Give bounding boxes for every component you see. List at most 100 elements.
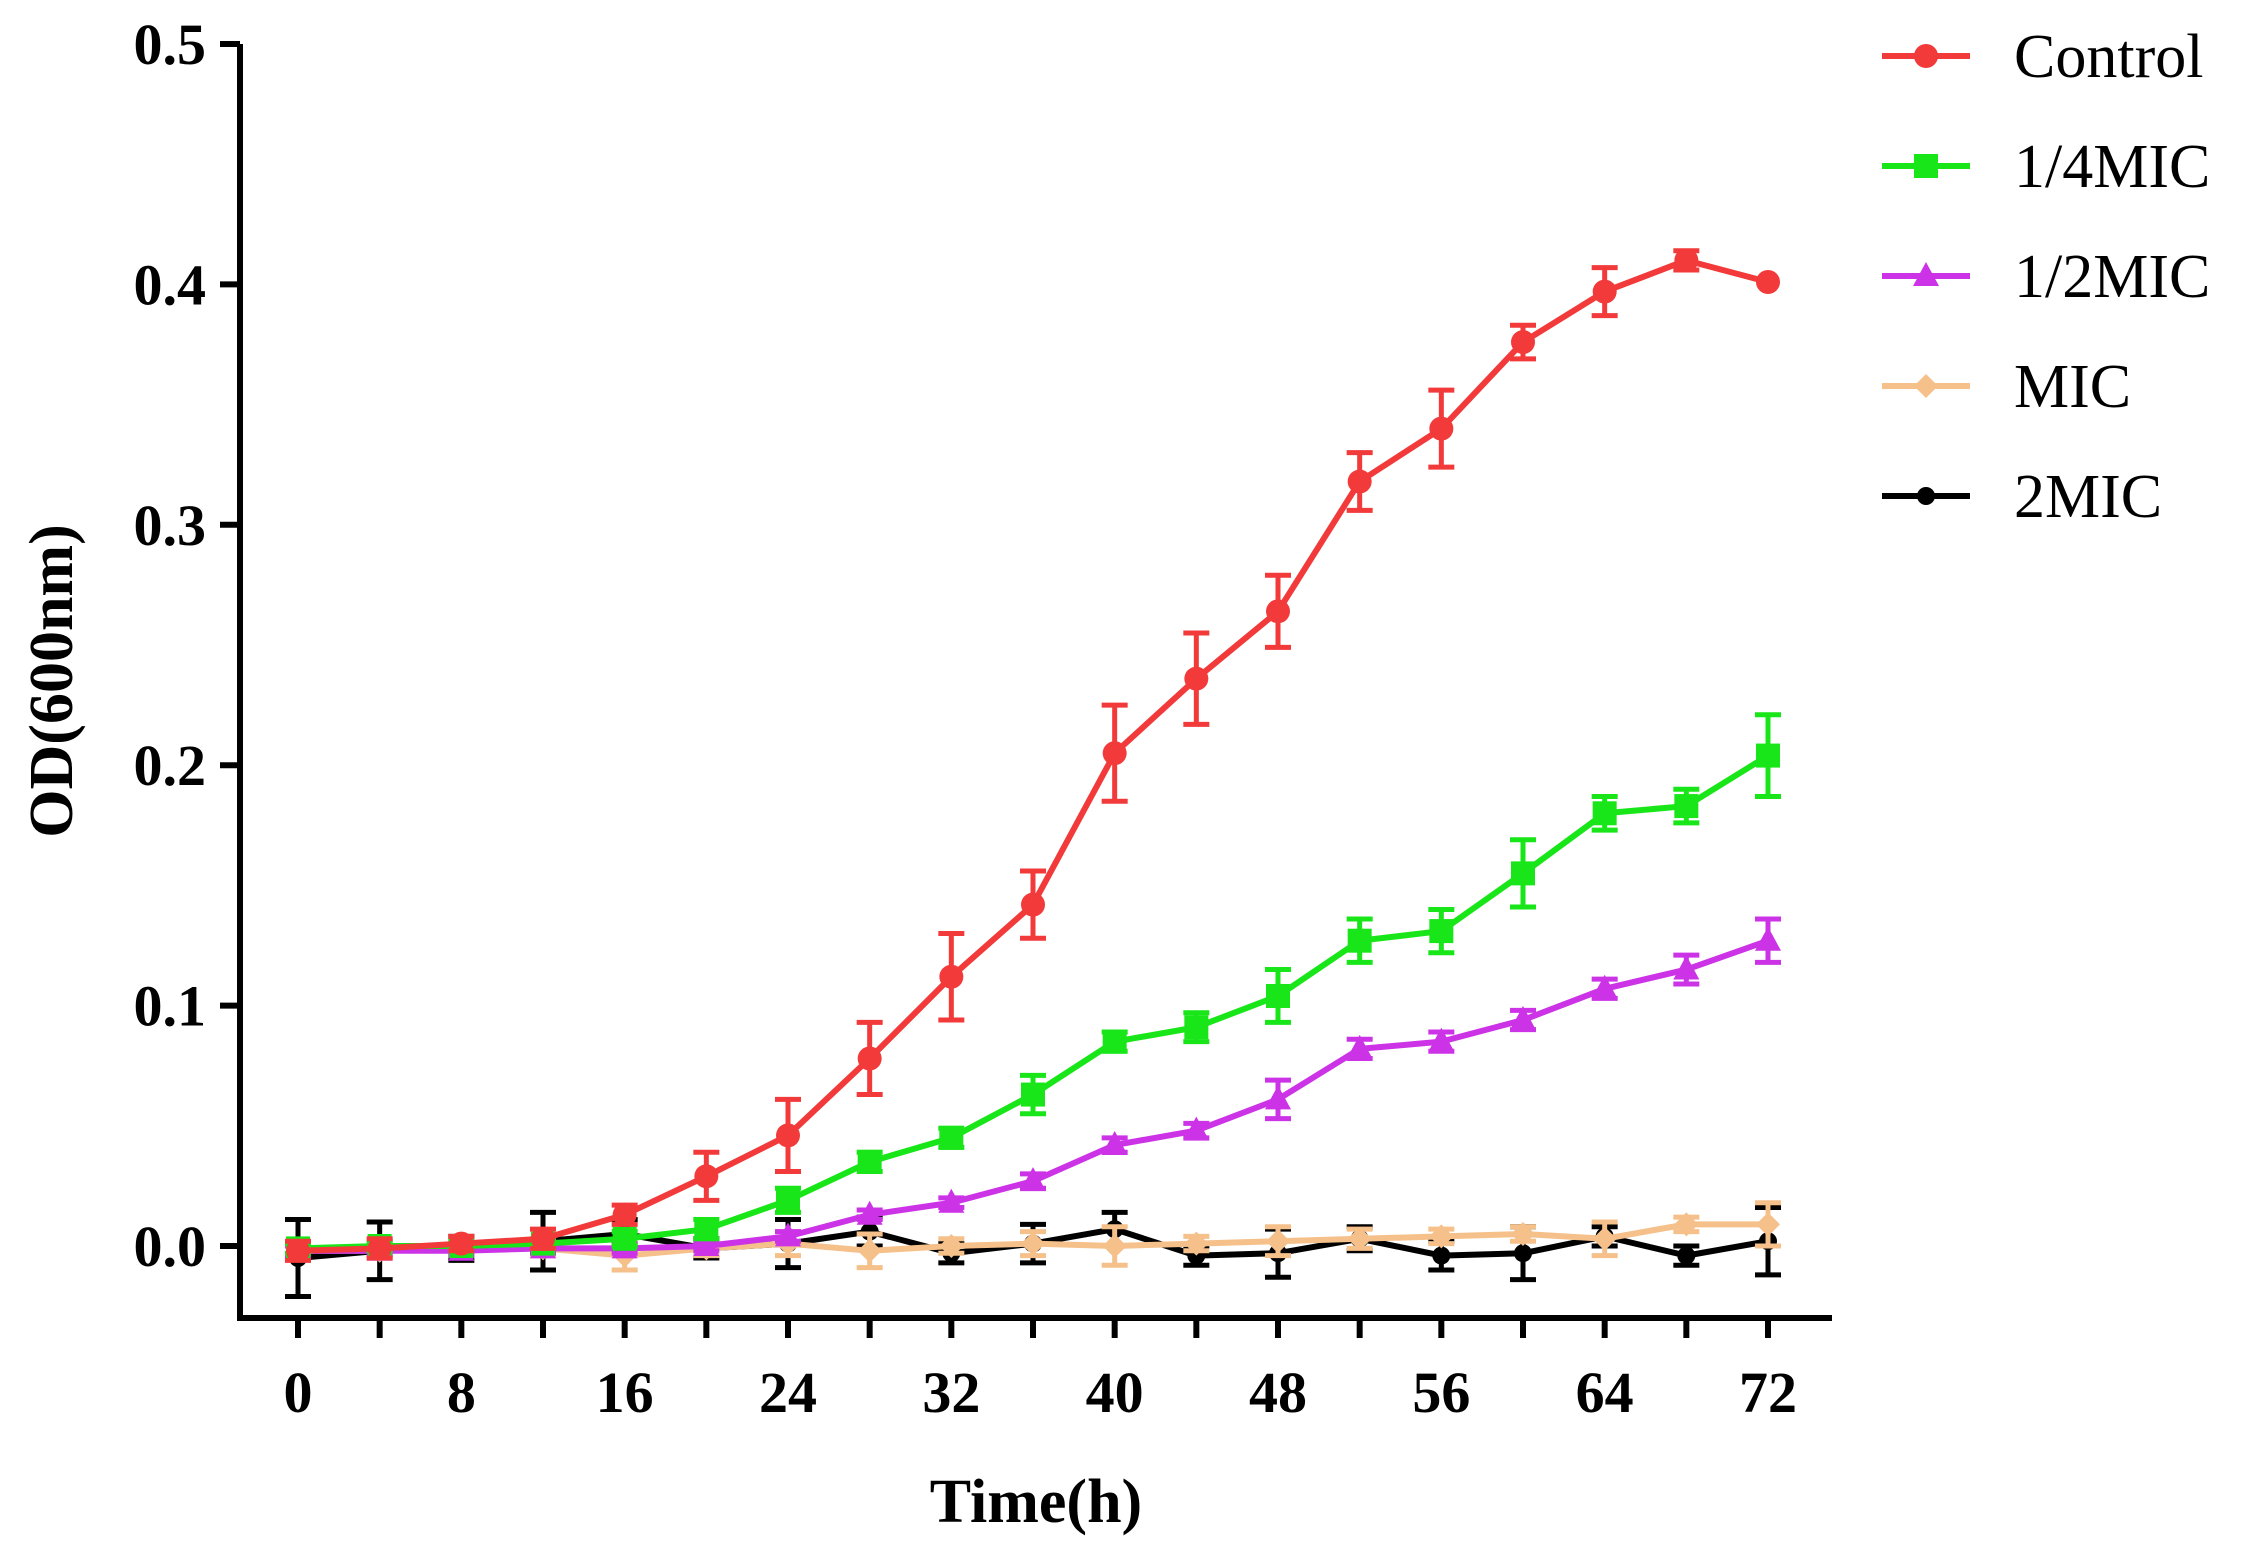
data-point (449, 1231, 474, 1256)
data-point (1102, 1234, 1127, 1258)
data-point (938, 1188, 965, 1213)
data-point (776, 1188, 800, 1213)
data-point (1265, 1085, 1291, 1110)
x-ticks: 0 8 16 24 32 40 48 56 64 72 (284, 1318, 1797, 1425)
data-point (1184, 1231, 1209, 1256)
data-point (1184, 666, 1209, 691)
data-point (612, 1226, 637, 1251)
legend-item: 1/2MIC (1882, 243, 2210, 311)
data-point (1756, 1212, 1780, 1237)
data-point (1673, 955, 1700, 980)
data-point (1674, 248, 1699, 273)
x-tick-label: 64 (1576, 1360, 1634, 1425)
data-point (1592, 1226, 1617, 1251)
x-tick-label: 32 (922, 1360, 980, 1425)
data-point (1347, 928, 1372, 953)
data-point (1674, 794, 1699, 819)
data-point (1266, 599, 1290, 624)
x-tick-label: 16 (596, 1360, 654, 1425)
legend-item: Control (1882, 23, 2203, 91)
data-point (939, 964, 964, 989)
legend-label: Control (2014, 23, 2203, 91)
data-point (857, 1149, 882, 1174)
y-ticks: 0.0 0.1 0.2 0.3 0.4 0.5 (134, 12, 240, 1279)
data-point (367, 1236, 392, 1261)
y-axis-title: OD(600nm) (18, 524, 86, 837)
data-point (1756, 269, 1780, 294)
data-point (1021, 892, 1045, 917)
data-point (856, 1200, 883, 1225)
data-point (1184, 1015, 1209, 1040)
data-point (1677, 1246, 1696, 1265)
legend-swatch-marker (1914, 374, 1938, 398)
data-point (939, 1234, 964, 1258)
x-tick-label: 8 (447, 1360, 476, 1425)
x-tick-label: 72 (1739, 1360, 1797, 1425)
data-point (1346, 1034, 1373, 1059)
y-tick-label: 0.0 (134, 1214, 207, 1279)
data-point (1183, 1116, 1210, 1141)
data-point (612, 1202, 637, 1227)
axes: 0.0 0.1 0.2 0.3 0.4 0.5 0 8 16 24 32 40 48 56 64 72 (134, 12, 1832, 1425)
data-point (531, 1226, 555, 1251)
legend-label: 1/2MIC (2014, 243, 2210, 311)
data-point (1021, 1082, 1045, 1107)
legend-label: 2MIC (2014, 463, 2162, 531)
y-tick-label: 0.4 (134, 252, 207, 317)
data-point (1102, 1029, 1127, 1054)
data-point (1592, 801, 1617, 826)
y-tick-label: 0.3 (134, 493, 207, 558)
x-tick-label: 0 (284, 1360, 313, 1425)
data-point (1592, 279, 1617, 304)
data-point (1429, 1224, 1454, 1249)
data-point (1102, 741, 1127, 766)
data-point (857, 1238, 882, 1263)
data-point (693, 1232, 720, 1256)
legend-item: 1/4MIC (1882, 133, 2210, 201)
data-point (694, 1164, 719, 1189)
data-point (1755, 926, 1781, 951)
data-point (1674, 1212, 1699, 1237)
legend-label: 1/4MIC (2014, 133, 2210, 201)
legend: Control 1/4MIC 1/2MIC MIC 2MIC (1882, 23, 2210, 531)
x-tick-label: 24 (759, 1360, 817, 1425)
data-point (1021, 1231, 1045, 1256)
legend-swatch-marker (1913, 262, 1939, 286)
data-point (1514, 1244, 1532, 1263)
data-point (1511, 1221, 1535, 1246)
x-tick-label: 48 (1249, 1360, 1307, 1425)
data-point (1266, 1229, 1290, 1254)
legend-swatch-marker (1914, 154, 1938, 178)
data-point (939, 1125, 964, 1150)
data-point (1429, 919, 1454, 944)
legend-item: 2MIC (1882, 463, 2162, 531)
data-point (1511, 330, 1535, 355)
x-tick-label: 40 (1086, 1360, 1144, 1425)
legend-label: MIC (2014, 353, 2131, 421)
data-point (1432, 1246, 1451, 1265)
x-tick-label: 56 (1412, 1360, 1470, 1425)
data-point (1591, 974, 1618, 999)
data-point (1428, 1027, 1455, 1052)
data-point (1020, 1167, 1046, 1192)
data-point (1347, 1226, 1372, 1251)
y-tick-label: 0.5 (134, 12, 207, 77)
data-point (1347, 469, 1372, 494)
data-point (1511, 861, 1535, 886)
legend-item: MIC (1882, 353, 2131, 421)
y-tick-label: 0.1 (134, 974, 207, 1039)
legend-swatch-marker (1914, 44, 1938, 68)
data-point (286, 1238, 310, 1263)
data-point (1756, 743, 1780, 768)
data-point (776, 1123, 800, 1148)
data-point (775, 1222, 801, 1247)
data-point (857, 1046, 882, 1071)
data-point (1101, 1131, 1128, 1156)
series-layer (285, 248, 1781, 1299)
data-point (1266, 983, 1290, 1008)
data-point (1510, 1006, 1536, 1031)
x-axis-title: Time(h) (930, 1468, 1142, 1536)
series-control (285, 248, 1780, 1263)
data-point (1429, 416, 1454, 441)
